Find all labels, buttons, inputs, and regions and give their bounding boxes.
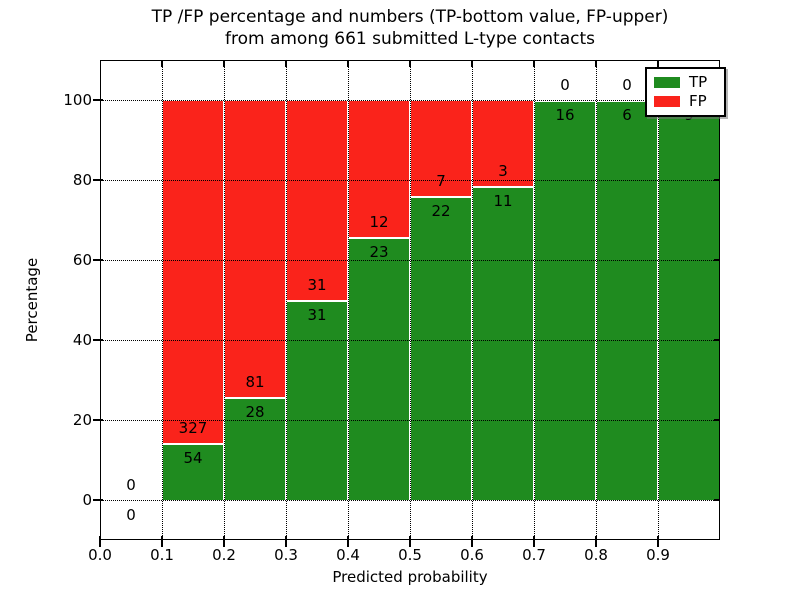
y-tick-mark [93, 99, 103, 101]
bar-label-fp: 12 [369, 213, 389, 232]
legend-label-fp: FP [689, 92, 707, 110]
bar-segment-fp [162, 100, 224, 444]
y-tick-mark-right [714, 259, 720, 261]
gridline-x-6 [472, 60, 473, 540]
fp-color-swatch [654, 96, 680, 107]
legend-box: TP FP [645, 67, 726, 117]
bar-segment-tp [658, 100, 720, 500]
x-tick-mark-top [285, 60, 287, 67]
bar-segment-tp [224, 397, 286, 500]
bar-label-tp: 31 [307, 306, 327, 324]
bar-label-tp: 22 [431, 202, 451, 221]
y-tick-mark [93, 419, 103, 421]
x-tick-mark-top [595, 60, 597, 67]
chart-title: TP /FP percentage and numbers (TP-bottom… [100, 6, 720, 50]
bar-label-fp: 0 [622, 76, 632, 94]
bar-segment-tp [410, 196, 472, 500]
legend-item-tp: TP [654, 73, 724, 92]
y-tick-mark [93, 259, 103, 261]
x-tick-mark-top [409, 60, 411, 67]
gridline-x-7 [534, 60, 535, 540]
y-tick-label: 80 [72, 171, 92, 189]
y-tick-mark-right [714, 419, 720, 421]
x-tick-label: 0.4 [336, 546, 360, 564]
x-tick-label: 0.6 [460, 546, 484, 564]
x-axis-label: Predicted probability [332, 568, 488, 586]
chart-title-line2: from among 661 submitted L-type contacts [224, 29, 595, 49]
bar-segment-tp [472, 185, 534, 500]
x-tick-label: 0.3 [274, 546, 298, 564]
x-tick-mark-top [347, 60, 349, 67]
y-tick-mark [93, 179, 103, 181]
bar-label-tp: 11 [493, 191, 513, 210]
x-tick-mark [223, 536, 225, 547]
x-tick-mark [161, 536, 163, 547]
bar-segment-fp [224, 100, 286, 398]
x-tick-label: 0.0 [88, 546, 112, 564]
bar-label-tp: 28 [245, 403, 265, 422]
x-tick-label: 0.1 [150, 546, 174, 564]
gridline-x-3 [286, 60, 287, 540]
x-tick-mark-top [533, 60, 535, 67]
bar-label-fp: 3 [498, 161, 508, 180]
gridline-x-2 [224, 60, 225, 540]
x-tick-mark [285, 536, 287, 547]
y-tick-label: 40 [72, 331, 92, 349]
x-tick-label: 0.7 [522, 546, 546, 564]
x-tick-mark [595, 536, 597, 547]
bar-label-tp: 0 [126, 506, 136, 524]
bar-segment-tp [596, 100, 658, 500]
y-tick-mark [93, 339, 103, 341]
gridline-x-8 [596, 60, 597, 540]
y-tick-mark [93, 499, 103, 501]
x-tick-mark [347, 536, 349, 547]
y-tick-label: 0 [82, 491, 92, 509]
bar-label-tp: 23 [369, 243, 389, 262]
y-tick-mark-right [714, 179, 720, 181]
plot-area: 00327548128313112237223110160609 TP FP [100, 60, 726, 540]
bar-segment-tp [162, 443, 224, 500]
chart-title-line1: TP /FP percentage and numbers (TP-bottom… [151, 7, 669, 27]
x-tick-mark [471, 536, 473, 547]
x-tick-mark-top [657, 60, 659, 67]
bar-label-fp: 31 [307, 276, 327, 294]
gridline-x-4 [348, 60, 349, 540]
y-tick-label: 60 [72, 251, 92, 269]
bar-segment-fp [286, 100, 348, 300]
bar-label-tp: 16 [555, 106, 575, 124]
bar-segment-tp [348, 237, 410, 500]
bar-label-tp: 6 [622, 106, 632, 124]
gridline-x-5 [410, 60, 411, 540]
y-tick-mark-right [714, 499, 720, 501]
x-tick-mark [533, 536, 535, 547]
bar-segment-tp [286, 300, 348, 500]
x-tick-label: 0.8 [584, 546, 608, 564]
x-tick-mark-top [223, 60, 225, 67]
y-tick-label: 100 [63, 91, 92, 109]
bar-label-fp: 0 [560, 76, 570, 94]
x-tick-label: 0.9 [646, 546, 670, 564]
gridline-x-9 [658, 60, 659, 540]
y-tick-mark-right [714, 339, 720, 341]
y-tick-label: 20 [72, 411, 92, 429]
legend-item-fp: FP [654, 92, 724, 111]
bar-label-fp: 327 [178, 419, 208, 438]
bar-label-tp: 54 [183, 449, 203, 468]
legend-label-tp: TP [689, 73, 708, 91]
gridline-x-1 [162, 60, 163, 540]
bar-label-fp: 7 [436, 172, 446, 191]
bar-label-fp: 0 [126, 476, 136, 494]
bar-label-fp: 81 [245, 373, 265, 392]
y-axis-label: Percentage [23, 257, 41, 343]
tp-color-swatch [654, 77, 680, 88]
x-tick-label: 0.2 [212, 546, 236, 564]
x-tick-mark [99, 536, 101, 547]
x-tick-mark [409, 536, 411, 547]
x-tick-label: 0.5 [398, 546, 422, 564]
bar-segment-tp [534, 100, 596, 500]
x-tick-mark [657, 536, 659, 547]
x-tick-mark-top [471, 60, 473, 67]
x-tick-mark-top [161, 60, 163, 67]
